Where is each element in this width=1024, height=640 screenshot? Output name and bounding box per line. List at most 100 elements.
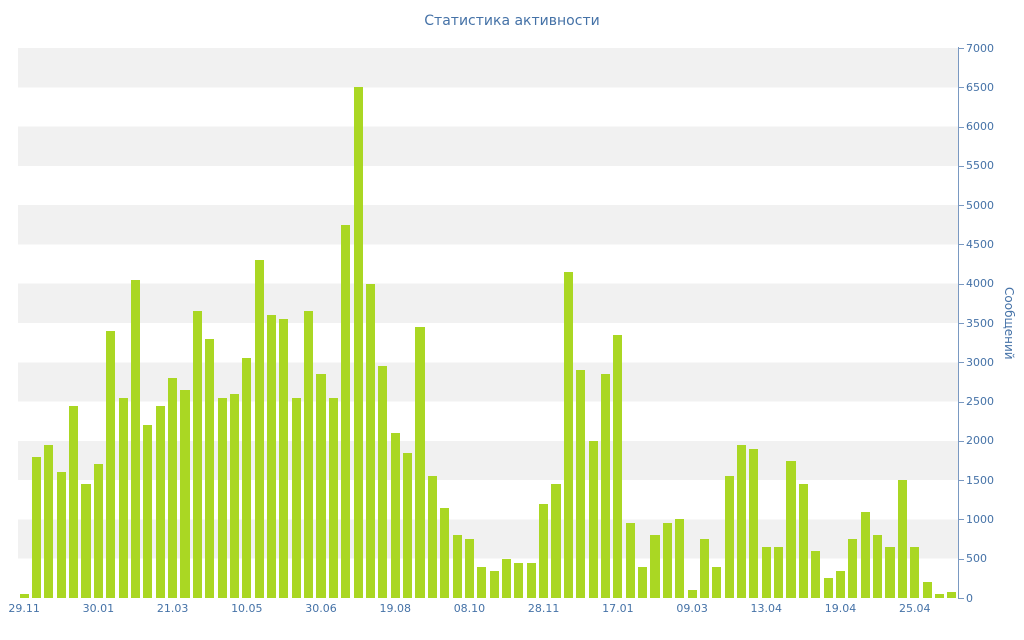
bar (662, 523, 672, 598)
bar (563, 271, 573, 598)
bar (192, 311, 202, 598)
bar (873, 535, 883, 598)
y-tick (959, 244, 964, 246)
bar (452, 535, 462, 598)
bar (897, 480, 907, 598)
bar (415, 326, 425, 598)
bar (353, 87, 363, 598)
y-tick-label: 4500 (966, 237, 994, 251)
bar (823, 578, 833, 598)
bar (526, 562, 536, 598)
bar (254, 260, 264, 598)
x-tick-label: 17.01 (602, 602, 634, 615)
y-tick-label: 6500 (966, 80, 994, 94)
bar (93, 464, 103, 598)
y-tick (959, 401, 964, 403)
bar (440, 507, 450, 598)
x-tick-label: 30.01 (82, 602, 115, 615)
bar (168, 378, 178, 598)
bar (304, 311, 314, 598)
bar (600, 374, 611, 598)
y-tick (959, 165, 964, 167)
y-tick-label: 500 (966, 552, 987, 566)
bar (724, 476, 734, 598)
bar (774, 546, 784, 598)
x-tick-label: 30.06 (305, 602, 337, 615)
x-tick-label: 28.11 (527, 602, 560, 615)
bar (279, 319, 289, 598)
bar (848, 539, 858, 598)
y-axis-line (958, 47, 959, 599)
y-tick-label: 1500 (966, 473, 994, 487)
y-axis-title: Сообщений (1002, 286, 1016, 360)
bar (365, 283, 376, 598)
bar (910, 546, 920, 598)
bar (699, 539, 709, 598)
y-tick-label: 0 (966, 591, 973, 605)
bar (551, 484, 561, 598)
bar (786, 460, 796, 598)
y-tick (959, 558, 964, 560)
bar (291, 397, 301, 598)
x-tick-label: 29.11 (8, 602, 40, 615)
y-tick-label: 1000 (966, 512, 994, 526)
bar (130, 279, 141, 598)
x-tick-label: 13.04 (750, 602, 783, 615)
x-tick-label: 19.04 (824, 602, 857, 615)
bar (675, 519, 685, 598)
x-tick-label: 09.03 (676, 602, 708, 615)
y-tick-label: 4000 (966, 277, 994, 291)
bar (798, 484, 808, 598)
x-tick-label: 21.03 (156, 602, 189, 615)
bar (477, 566, 487, 598)
bar (390, 433, 400, 598)
bar (56, 472, 66, 598)
bar (934, 594, 944, 598)
bar (155, 405, 165, 598)
bar (143, 425, 153, 598)
bar (266, 315, 277, 598)
bar (749, 448, 759, 598)
bar (650, 535, 660, 598)
y-tick-label: 5500 (966, 159, 994, 173)
bar (638, 566, 648, 598)
y-tick (959, 126, 964, 128)
bar (403, 452, 413, 598)
plot-area (18, 48, 958, 598)
bar (687, 590, 697, 598)
bar (539, 503, 549, 598)
bar (489, 570, 499, 598)
bar (328, 397, 338, 598)
x-tick-label: 08.10 (453, 602, 486, 615)
bar (118, 397, 128, 598)
y-tick (959, 440, 964, 442)
y-tick (959, 283, 964, 285)
bar (316, 374, 326, 598)
bar (922, 582, 932, 598)
y-tick (959, 205, 964, 207)
bar (625, 523, 635, 598)
bar (242, 358, 252, 598)
bar (19, 594, 29, 598)
y-tick-label: 2000 (966, 434, 994, 448)
y-tick (959, 598, 964, 599)
y-tick (959, 519, 964, 521)
bar (860, 511, 870, 598)
bar (835, 570, 846, 598)
y-tick (959, 480, 964, 482)
bar (217, 397, 227, 598)
bar (205, 338, 215, 598)
x-tick-label: 10.05 (231, 602, 263, 615)
y-tick (959, 87, 964, 89)
bar (885, 546, 895, 598)
y-tick (959, 323, 964, 324)
y-tick-label: 3000 (966, 355, 994, 369)
bar (229, 393, 239, 598)
y-tick-label: 6000 (966, 120, 994, 134)
bar (31, 456, 42, 598)
bar (341, 224, 351, 598)
bar (501, 558, 512, 598)
bar (81, 484, 91, 598)
bar (464, 539, 474, 598)
